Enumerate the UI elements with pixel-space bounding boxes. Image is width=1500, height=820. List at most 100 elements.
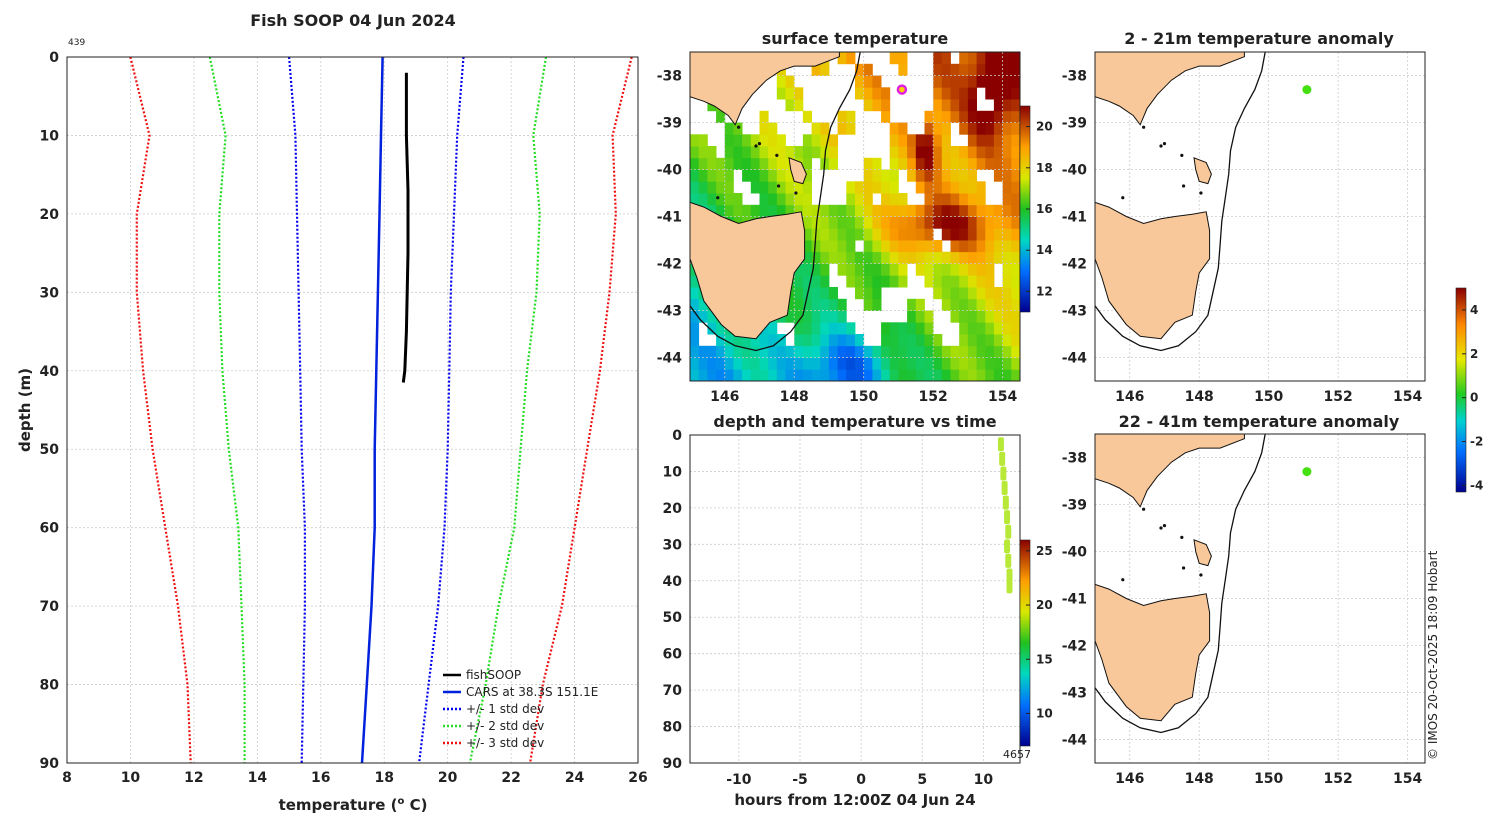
sst-cell <box>976 204 986 217</box>
sst-cell <box>742 204 752 217</box>
sst-cell <box>985 87 995 100</box>
p2-lon-tick-label: 146 <box>710 389 739 405</box>
sst-cell <box>1002 122 1012 135</box>
sst-cell <box>776 345 786 358</box>
sst-cell <box>967 169 977 182</box>
sst-cell <box>881 369 891 381</box>
sst-cell <box>924 157 934 170</box>
sst-cell <box>907 310 917 323</box>
sst-cell <box>855 251 865 264</box>
sst-cell <box>837 263 847 276</box>
sst-cell <box>967 275 977 288</box>
sst-cell <box>1011 357 1020 370</box>
sst-cell <box>1002 134 1012 147</box>
sst-cell <box>959 275 969 288</box>
sst-cell <box>863 216 873 229</box>
sst-cell <box>837 334 847 347</box>
profile-y-tick-label: 60 <box>40 521 60 537</box>
sst-cell <box>993 310 1003 323</box>
sst-cell <box>690 310 700 323</box>
sst-cell <box>820 134 830 147</box>
sst-cell <box>907 216 917 229</box>
depth-time-point <box>1002 495 1009 510</box>
sst-cell <box>985 240 995 253</box>
sst-cell <box>828 228 838 241</box>
profile-y-axis-label: depth (m) <box>16 368 34 452</box>
profile-x-tick-label: 12 <box>184 770 203 786</box>
sst-cell <box>802 146 812 159</box>
sst-cell <box>698 169 708 182</box>
sst-cell <box>924 240 934 253</box>
sst-cell <box>959 240 969 253</box>
sst-cell <box>690 134 700 147</box>
sst-cell <box>1011 275 1020 288</box>
std2-lower-line <box>208 56 246 763</box>
sst-cell <box>915 310 925 323</box>
sst-cell <box>959 216 969 229</box>
sst-cell <box>924 310 934 323</box>
sst-cell <box>933 181 943 194</box>
sst-cell <box>941 52 951 65</box>
sst-cell <box>855 75 865 88</box>
sst-cell <box>881 216 891 229</box>
p2-lat-tick-label: -38 <box>657 69 682 85</box>
profile-x-tick-label: 22 <box>501 770 520 786</box>
sst-cell <box>811 146 821 159</box>
sst-cell <box>915 146 925 159</box>
sst-cell <box>993 122 1003 135</box>
anomaly-colorbar <box>1455 287 1467 493</box>
sst-cell <box>733 193 743 206</box>
sst-cell <box>802 110 812 123</box>
sst-cell <box>716 157 726 170</box>
sst-cell <box>950 87 960 100</box>
sst-cell <box>794 287 804 300</box>
sst-cell <box>985 157 995 170</box>
sst-cell <box>915 134 925 147</box>
sst-cell <box>881 87 891 100</box>
sst-cell <box>742 169 752 182</box>
sst-cell <box>967 204 977 217</box>
depth-time-point <box>1001 481 1008 496</box>
depth-time-title: depth and temperature vs time <box>713 412 996 431</box>
sst-cell <box>1011 228 1020 241</box>
sst-cell <box>967 357 977 370</box>
sst-cell <box>698 369 708 381</box>
p4-small-island <box>1181 184 1186 188</box>
sst-cell <box>863 181 873 194</box>
depth-time-y-tick-label: 70 <box>663 683 683 699</box>
p2-small-island <box>775 153 779 157</box>
surface-temperature-map: surface temperature 146 148 150 152 154 -38 -3… <box>657 29 1053 405</box>
sst-cell <box>846 357 856 370</box>
sst-cell <box>733 369 743 381</box>
sst-cell <box>1011 75 1020 88</box>
sst-cell <box>837 204 847 217</box>
p5-small-island <box>1181 566 1186 570</box>
sst-cell <box>993 146 1003 159</box>
sst-cell <box>724 122 734 135</box>
sst-position-marker <box>896 84 908 95</box>
sst-cell <box>976 287 986 300</box>
sst-cell <box>690 334 700 347</box>
p5-lon-tick-label: 152 <box>1324 771 1353 787</box>
sst-cell <box>846 122 856 135</box>
sst-cell <box>820 122 830 135</box>
sst-cell <box>967 240 977 253</box>
sst-cell <box>933 263 943 276</box>
std1-lower-line <box>288 56 306 764</box>
depth-time-x-tick-label: 5 <box>917 772 927 788</box>
sst-cell <box>837 369 847 381</box>
p5-lon-tick-label: 154 <box>1393 771 1422 787</box>
sst-cell <box>1002 263 1012 276</box>
p5-lat-tick-label: -40 <box>1062 545 1088 561</box>
sst-cell <box>976 63 986 76</box>
p2-lon-tick-label: 148 <box>780 389 809 405</box>
sst-cell <box>855 334 865 347</box>
sst-cell <box>1002 181 1012 194</box>
sst-cell <box>959 99 969 112</box>
sst-cell <box>690 345 700 358</box>
sst-cell <box>811 63 821 76</box>
sst-cell <box>967 263 977 276</box>
sst-cell <box>1002 216 1012 229</box>
sst-cell <box>828 134 838 147</box>
sst-cell <box>889 204 899 217</box>
